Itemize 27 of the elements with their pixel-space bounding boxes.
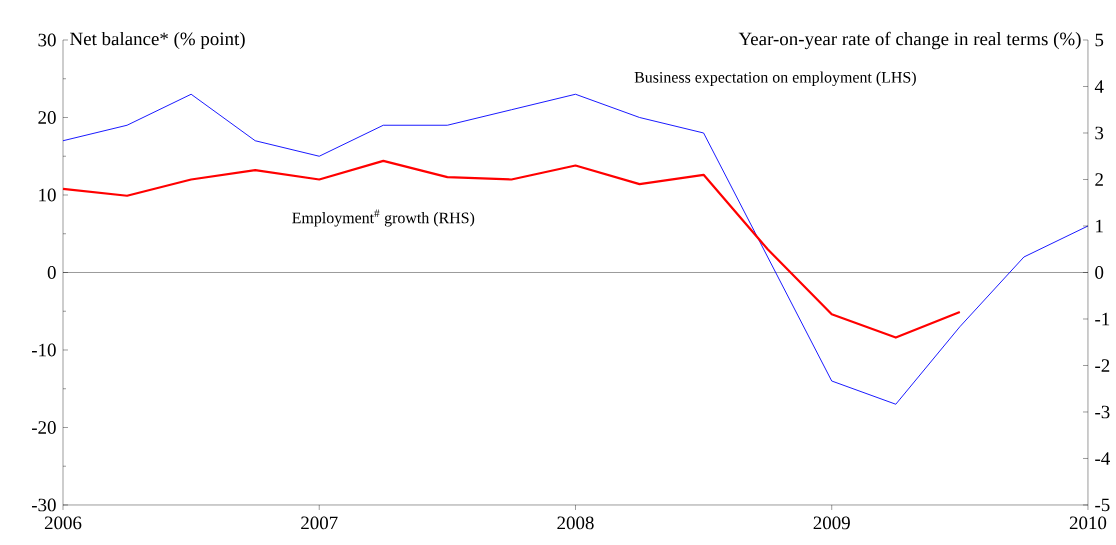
y2-tick-label: 3 xyxy=(1095,126,1104,140)
y2-tick-label: 1 xyxy=(1096,219,1103,233)
x-tick-label: 2010 xyxy=(1069,516,1107,530)
y2-tick-label: 4 xyxy=(1094,80,1104,93)
y2-tick-label: -1 xyxy=(1095,312,1110,326)
y-tick-label: -20 xyxy=(31,421,56,434)
series-label: Employment$^{#}$ growth (RHS) xyxy=(292,209,475,227)
y-tick-label: 0 xyxy=(47,266,56,279)
x-tick-label: 2007 xyxy=(301,516,338,530)
y2-tick-label: 2 xyxy=(1095,173,1103,186)
y2-tick-label: 0 xyxy=(1095,266,1104,279)
y-tick-label: -30 xyxy=(31,498,56,512)
x-tick-label: 2006 xyxy=(44,516,82,530)
y-tick-label: 20 xyxy=(38,111,56,124)
y-axis-title: Net balance* (% point) xyxy=(70,31,245,50)
y2-axis-title: Year-on-year rate of change in real terms (%) xyxy=(738,31,1081,50)
x-tick-label: 2009 xyxy=(813,516,850,530)
series-label: Business expectation on employment (LHS) xyxy=(634,71,916,86)
y-tick-label: 30 xyxy=(38,33,56,47)
y2-tick-label: 5 xyxy=(1095,33,1104,47)
x-tick-label: 2008 xyxy=(557,516,594,530)
y-tick-label: -10 xyxy=(31,343,56,357)
y2-tick-label: -2 xyxy=(1095,359,1110,372)
y2-tick-label: -3 xyxy=(1095,405,1110,419)
y2-tick-label: -5 xyxy=(1095,498,1110,512)
y2-tick-label: -4 xyxy=(1095,452,1110,465)
y-tick-label: 10 xyxy=(39,188,56,202)
